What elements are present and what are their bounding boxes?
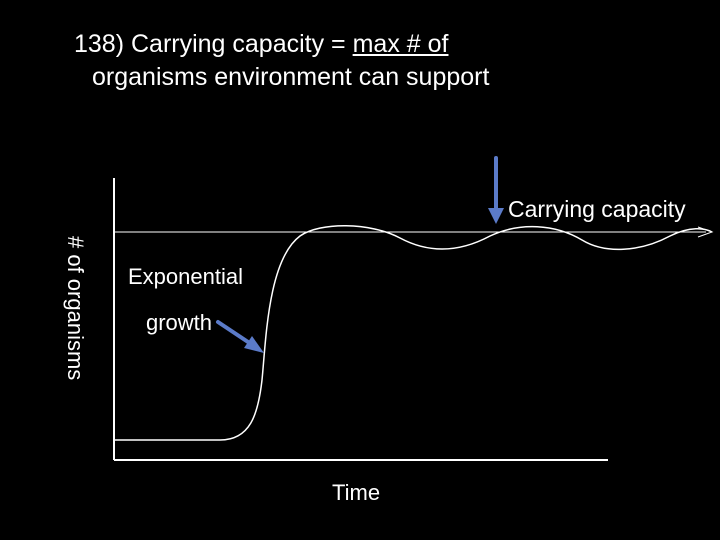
growth-curve [114, 226, 712, 440]
exponential-arrow-head [244, 336, 264, 353]
chart-svg [0, 0, 720, 540]
carrying-arrow-head [488, 208, 504, 224]
